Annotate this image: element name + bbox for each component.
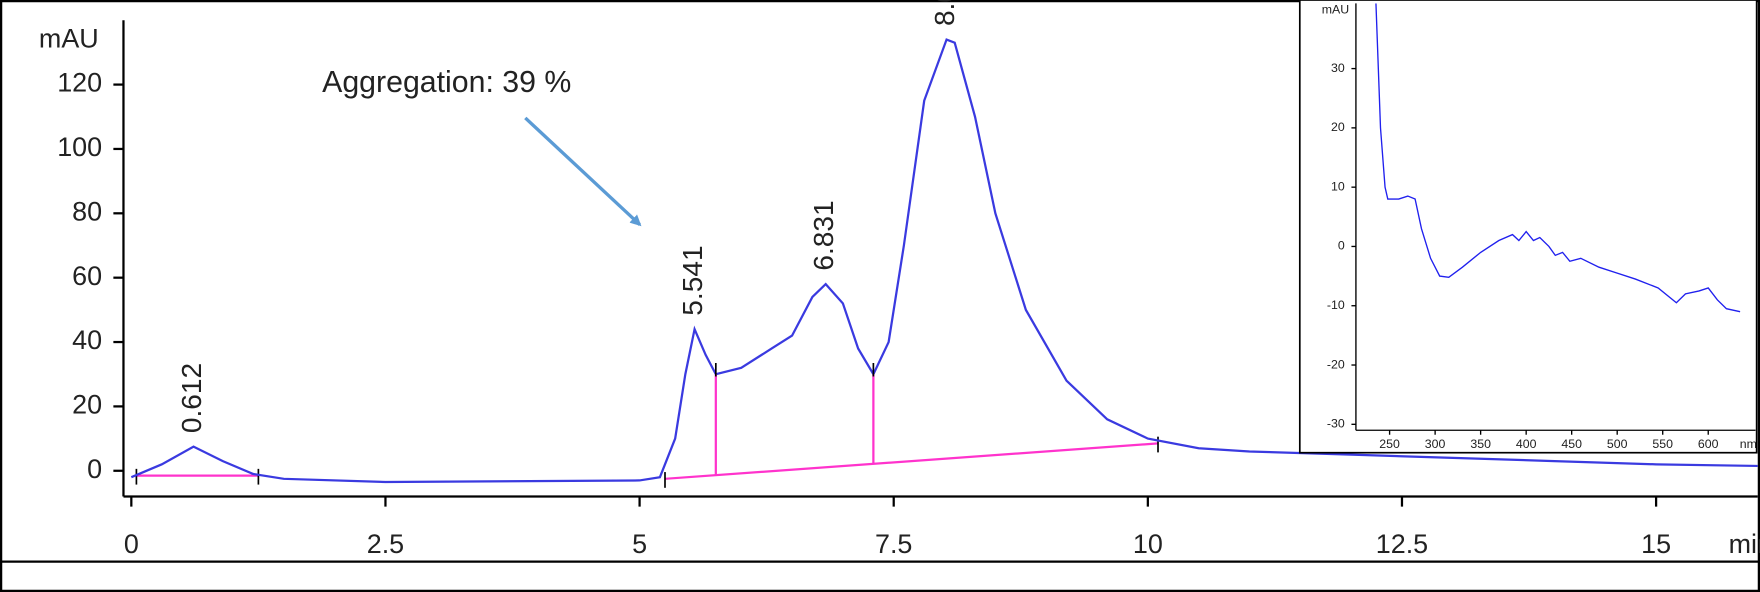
x-tick-label: 2.5 bbox=[367, 529, 404, 559]
peak-label: 0.612 bbox=[176, 363, 207, 433]
x-tick-label: 12.5 bbox=[1376, 529, 1428, 559]
x-tick-label: 500 bbox=[1607, 437, 1628, 451]
y-tick-label: 10 bbox=[1331, 179, 1345, 193]
x-tick-label: 7.5 bbox=[875, 529, 912, 559]
y-tick-label: 100 bbox=[57, 132, 102, 162]
trace bbox=[130, 38, 1758, 484]
x-tick-label: 600 bbox=[1698, 437, 1719, 451]
y-tick-label: -20 bbox=[1327, 357, 1345, 371]
x-unit-label: min bbox=[1729, 529, 1760, 559]
trace bbox=[1375, 3, 1741, 313]
y-tick-label: 20 bbox=[1331, 120, 1345, 134]
x-tick-label: 5 bbox=[632, 529, 647, 559]
y-tick-label: 0 bbox=[87, 454, 102, 484]
peak-label: 6.831 bbox=[808, 200, 839, 270]
peak-label: 5.541 bbox=[677, 245, 708, 315]
x-tick-label: 550 bbox=[1652, 437, 1673, 451]
annotation-arrow bbox=[524, 116, 642, 227]
y-unit-label: mAU bbox=[1322, 2, 1349, 16]
annotation: Aggregation: 39 % bbox=[322, 66, 571, 99]
x-tick-label: 15 bbox=[1641, 529, 1671, 559]
y-unit-label: mAU bbox=[39, 24, 99, 54]
y-tick-label: 40 bbox=[72, 325, 102, 355]
y-tick-label: 120 bbox=[57, 68, 102, 98]
y-tick-label: -10 bbox=[1327, 298, 1345, 312]
x-tick-label: 300 bbox=[1425, 437, 1446, 451]
y-tick-label: 0 bbox=[1338, 239, 1345, 253]
x-tick-label: 250 bbox=[1379, 437, 1400, 451]
inset-chart: -30 -20 -10 0 10 20 30 250 300 350 400 450 500 550 600… bbox=[1298, 0, 1758, 454]
peak-label: 8.020 bbox=[929, 0, 960, 26]
x-tick-label: 0 bbox=[124, 529, 139, 559]
x-unit-label: nm bbox=[1740, 437, 1757, 451]
integration-baseline bbox=[664, 442, 1159, 480]
x-tick-label: 350 bbox=[1470, 437, 1491, 451]
x-tick-label: 10 bbox=[1133, 529, 1163, 559]
y-tick-label: 20 bbox=[72, 390, 102, 420]
x-tick-label: 400 bbox=[1516, 437, 1537, 451]
y-tick-label: -30 bbox=[1327, 417, 1345, 431]
y-tick-label: 60 bbox=[72, 261, 102, 291]
main-chart: 02040608010012002.557.51012.515mAUmin0.6… bbox=[39, 0, 1760, 559]
inset-frame bbox=[1298, 0, 1758, 454]
y-tick-label: 80 bbox=[72, 196, 102, 226]
x-tick-label: 450 bbox=[1561, 437, 1582, 451]
y-tick-label: 30 bbox=[1331, 61, 1345, 75]
